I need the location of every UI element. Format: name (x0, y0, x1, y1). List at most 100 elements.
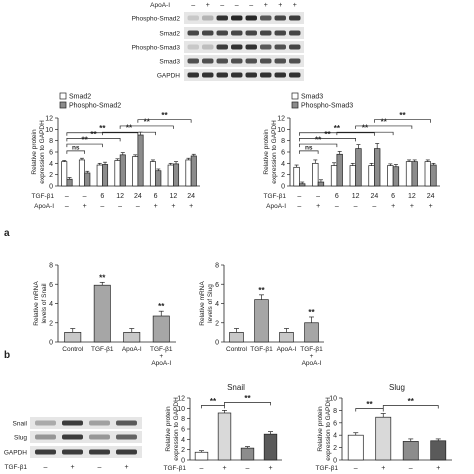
bar (96, 164, 103, 187)
bar (355, 148, 362, 187)
blot-band (35, 420, 56, 426)
blot-band (289, 15, 301, 21)
legend-label: Phospho-Smad3 (301, 103, 353, 110)
condition-row-label: TGF-β1 (163, 465, 186, 472)
blot-band (202, 15, 214, 21)
blot-band (62, 420, 83, 426)
blot-row-label: GAPDH (157, 73, 180, 80)
x-tick-label-line: TGF-β1 (150, 346, 173, 353)
y-axis-label-line: Relative protein (263, 129, 270, 175)
significance-label: ** (315, 136, 322, 145)
significance-bracket (102, 131, 156, 136)
blot-band (245, 30, 257, 36)
blot-tgf-sign: – (98, 464, 102, 471)
blot-band (187, 72, 199, 78)
blot-band (116, 434, 137, 440)
condition-sign: 24 (187, 193, 195, 200)
western-blot-snail-slug: Snail Slug GAPDH TGF-β1 – + – + (4, 417, 142, 471)
significance-label: ** (334, 124, 341, 133)
y-tick-label: 10 (45, 127, 53, 134)
blot-tgf-sign: + (124, 464, 128, 471)
y-axis-label-line: levels of Slug (207, 284, 214, 323)
blot-band (216, 30, 228, 36)
significance-bracket (66, 150, 85, 154)
blot-band (289, 44, 301, 50)
bar (424, 161, 431, 187)
blot-band (202, 72, 214, 78)
y-tick-label: 2 (333, 445, 337, 452)
significance-bracket (355, 408, 384, 412)
condition-sign: – (297, 203, 301, 210)
condition-sign: + (83, 203, 87, 210)
blot-band (62, 449, 83, 455)
condition-sign: – (297, 193, 301, 200)
bar (114, 160, 121, 187)
y-tick-label: 8 (215, 263, 219, 270)
apoa-sign: – (191, 2, 195, 9)
significance-bracket (299, 150, 319, 154)
bar (375, 416, 392, 461)
blot-band (245, 58, 257, 64)
blot-band (187, 58, 199, 64)
significance-label: ** (362, 124, 369, 133)
condition-sign: + (189, 203, 193, 210)
blot-band (89, 449, 110, 455)
x-tick-label: TGF-β1 (91, 346, 114, 353)
apoa-row-label: ApoA-I (150, 2, 170, 9)
bar (93, 284, 111, 343)
x-tick-label: TGF-β1 (250, 346, 273, 353)
condition-sign: – (200, 465, 204, 472)
y-axis-label-line: expression to GAPDH (39, 120, 46, 184)
significance-bracket (119, 125, 174, 129)
x-tick-label-line: + (159, 353, 163, 360)
bar (402, 441, 419, 461)
significance-label: ** (324, 130, 331, 139)
significance-star: ** (258, 286, 265, 295)
legend-label: Smad2 (69, 94, 91, 101)
legend-swatch (59, 92, 67, 100)
y-axis-label-line: Relative protein (31, 129, 38, 175)
bar (411, 161, 418, 187)
y-axis-label-line: Relative mRNA (199, 281, 206, 326)
blot-band (202, 30, 214, 36)
blot-strip (184, 12, 304, 24)
blot-tgf-label: TGF-β1 (4, 464, 27, 471)
y-tick-label: 12 (45, 116, 53, 123)
blot-band (187, 44, 199, 50)
significance-label: ** (144, 117, 151, 126)
bar (132, 156, 139, 187)
condition-sign: 12 (169, 193, 177, 200)
blot-band (274, 15, 286, 21)
condition-sign: + (171, 203, 175, 210)
condition-sign: + (316, 203, 320, 210)
blot-band (216, 72, 228, 78)
blot-band (245, 72, 257, 78)
significance-label: ** (381, 117, 388, 126)
apoa-sign: – (249, 2, 253, 9)
blot-band (89, 434, 110, 440)
blot-row-label: Phospho-Smad2 (132, 16, 181, 23)
bar (119, 154, 126, 187)
condition-sign: + (436, 465, 440, 472)
significance-star: ** (99, 273, 106, 282)
condition-row-label: ApoA-I (266, 203, 286, 210)
significance-bracket (299, 138, 356, 142)
significance-bracket (137, 119, 192, 123)
blot-band (231, 58, 243, 64)
blot-band (216, 44, 228, 50)
y-tick-label: 6 (49, 282, 53, 289)
y-tick-label: 2 (215, 320, 219, 327)
panel-label-a: a (4, 228, 10, 239)
x-tick-label: TGF-β1 + ApoA-I (300, 346, 323, 367)
blot-strip (30, 431, 142, 443)
bar (405, 161, 413, 187)
x-tick-label-line: Control (62, 346, 84, 353)
x-tick-label-line: ApoA-I (122, 346, 142, 353)
y-tick-label: 10 (277, 127, 285, 134)
x-tick-label-line: ApoA-I (302, 360, 322, 367)
y-axis-label-line: expression to GAPDH (173, 397, 180, 461)
y-tick-label: 2 (181, 447, 185, 454)
condition-row-label: TGF-β1 (263, 193, 286, 200)
bar (190, 155, 197, 187)
y-axis-label: Relative proteinexpression to GAPDH (165, 397, 180, 461)
